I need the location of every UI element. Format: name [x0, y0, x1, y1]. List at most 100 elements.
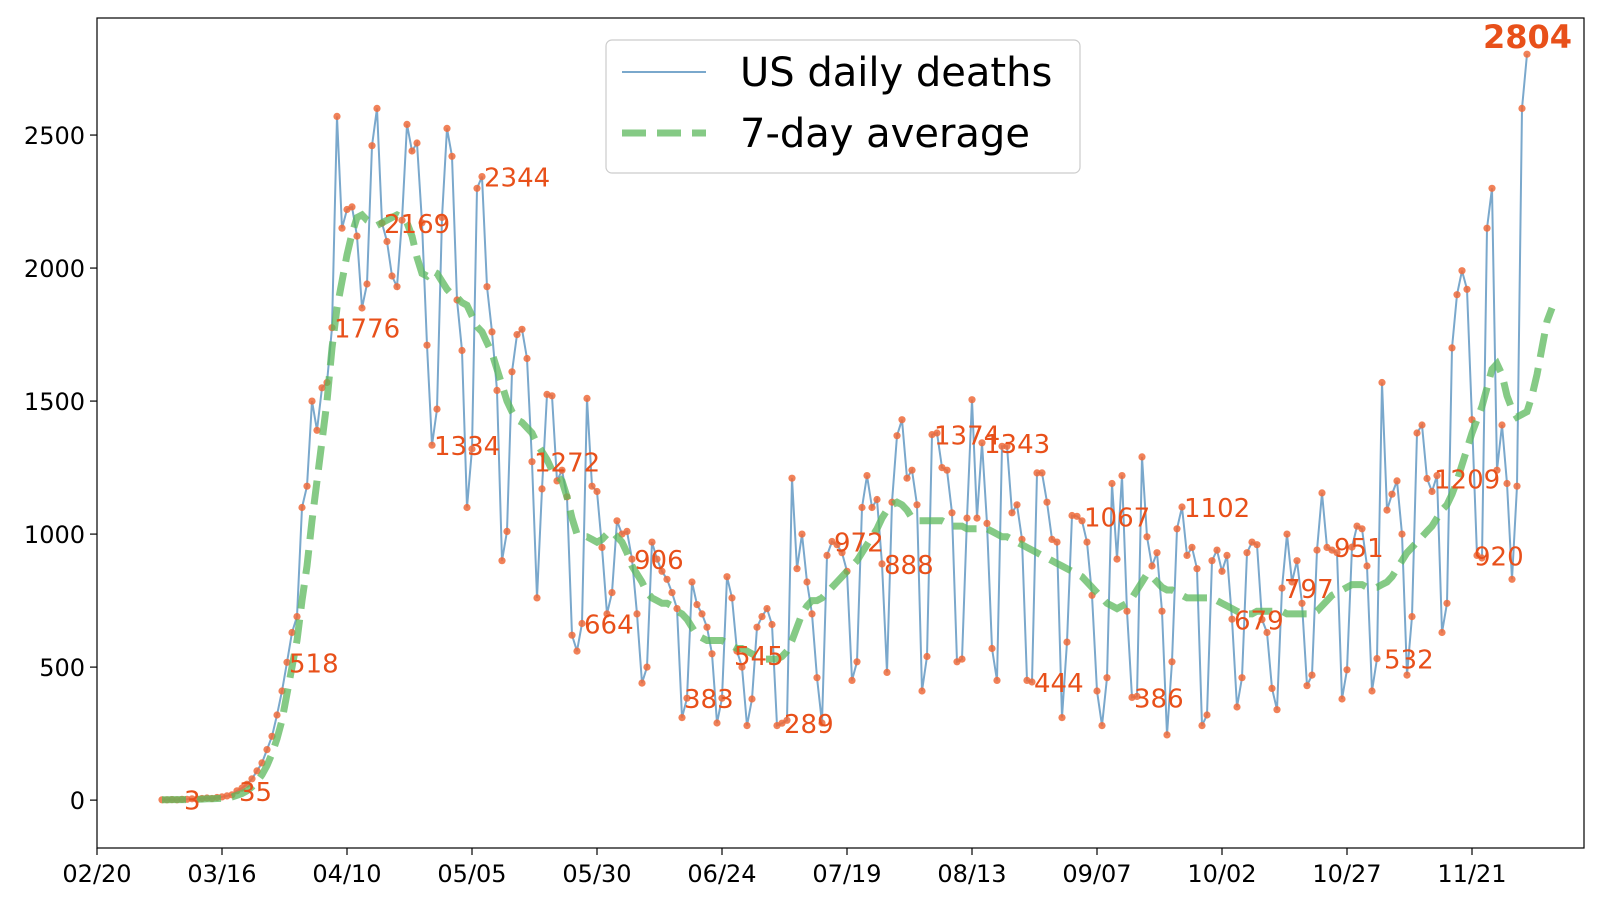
data-point: [943, 466, 951, 474]
series-line-daily: [162, 54, 1528, 801]
data-point: [1218, 567, 1226, 575]
annotation-label: 951: [1334, 534, 1384, 564]
data-point: [373, 104, 381, 112]
data-point: [1213, 546, 1221, 554]
data-point: [1168, 658, 1176, 666]
data-point: [898, 416, 906, 424]
data-point: [628, 555, 636, 563]
data-point: [478, 173, 486, 181]
data-point: [333, 112, 341, 120]
data-point: [363, 280, 371, 288]
data-point: [443, 124, 451, 132]
data-point: [1368, 687, 1376, 695]
data-point: [638, 679, 646, 687]
data-point: [908, 466, 916, 474]
data-point: [368, 142, 376, 150]
y-tick-label: 1000: [24, 521, 85, 549]
data-point: [468, 445, 476, 453]
data-point: [1388, 490, 1396, 498]
data-point: [1258, 615, 1266, 624]
x-tick-label: 04/10: [312, 860, 381, 888]
data-point: [838, 549, 846, 557]
data-point: [1343, 666, 1351, 674]
data-point: [673, 605, 681, 613]
data-point: [723, 573, 731, 581]
data-point: [1268, 684, 1276, 693]
x-tick-label: 02/20: [62, 860, 131, 888]
data-point: [1448, 344, 1456, 352]
data-point: [748, 695, 756, 703]
data-point: [1153, 549, 1161, 557]
data-point: [648, 538, 656, 546]
y-tick-label: 2000: [24, 255, 85, 283]
data-point: [463, 503, 471, 512]
data-point: [473, 184, 481, 192]
data-point: [803, 578, 811, 586]
data-point: [408, 147, 416, 155]
data-point: [578, 619, 586, 628]
data-point: [538, 485, 546, 493]
annotation-label-max: 2804: [1483, 18, 1572, 56]
data-point: [493, 386, 501, 394]
data-point: [1458, 267, 1466, 275]
data-point: [418, 219, 426, 227]
data-point: [1238, 674, 1246, 682]
data-point: [1163, 731, 1171, 739]
data-point: [863, 472, 871, 480]
data-point: [963, 514, 971, 522]
annotation-label: 444: [1034, 669, 1084, 699]
annotation-label: 3: [184, 786, 201, 816]
data-point: [1078, 517, 1086, 525]
data-point: [583, 394, 591, 402]
data-point: [273, 711, 281, 719]
annotation-label: 35: [239, 778, 272, 808]
data-point: [793, 565, 801, 573]
data-point: [1273, 706, 1281, 714]
data-point: [548, 392, 556, 400]
data-point: [1148, 562, 1156, 570]
legend-label-daily: US daily deaths: [740, 50, 1052, 96]
data-point: [1398, 530, 1406, 538]
data-point: [1478, 554, 1486, 562]
data-point: [358, 304, 366, 312]
data-point: [978, 439, 986, 447]
data-point: [1433, 472, 1441, 480]
data-point: [1033, 469, 1041, 477]
y-tick-label: 500: [39, 654, 85, 682]
data-point: [1158, 607, 1166, 615]
y-axis: 0 500 1000 1500 2000 2500: [24, 122, 97, 815]
data-point: [483, 283, 491, 291]
data-point: [1358, 525, 1366, 533]
annotation-label: 1272: [534, 449, 600, 479]
data-point: [1363, 562, 1371, 570]
data-point: [643, 663, 651, 671]
data-point: [1028, 678, 1036, 686]
data-point: [263, 746, 271, 754]
data-point: [808, 610, 816, 618]
data-point: [448, 152, 456, 160]
data-point: [1463, 285, 1471, 293]
data-point: [1338, 695, 1346, 703]
data-point: [1333, 549, 1341, 557]
data-point: [883, 668, 891, 677]
annotation-label: 518: [289, 649, 339, 679]
data-point: [1498, 421, 1506, 429]
data-point: [348, 203, 356, 211]
data-point: [433, 405, 441, 413]
data-point: [868, 503, 876, 512]
data-point: [508, 368, 516, 376]
annotation-label: 1334: [434, 432, 500, 462]
data-point: [1278, 584, 1286, 592]
data-point: [1118, 472, 1126, 480]
x-tick-label: 06/24: [687, 860, 756, 888]
data-point: [1288, 578, 1296, 586]
data-point: [498, 557, 506, 565]
data-point: [1308, 671, 1316, 679]
data-point: [698, 610, 706, 618]
data-point: [1188, 543, 1196, 552]
data-point: [513, 331, 521, 339]
annotation-label: 2169: [384, 210, 450, 240]
data-point: [1138, 453, 1146, 461]
data-point: [798, 530, 806, 538]
data-point: [298, 503, 306, 512]
